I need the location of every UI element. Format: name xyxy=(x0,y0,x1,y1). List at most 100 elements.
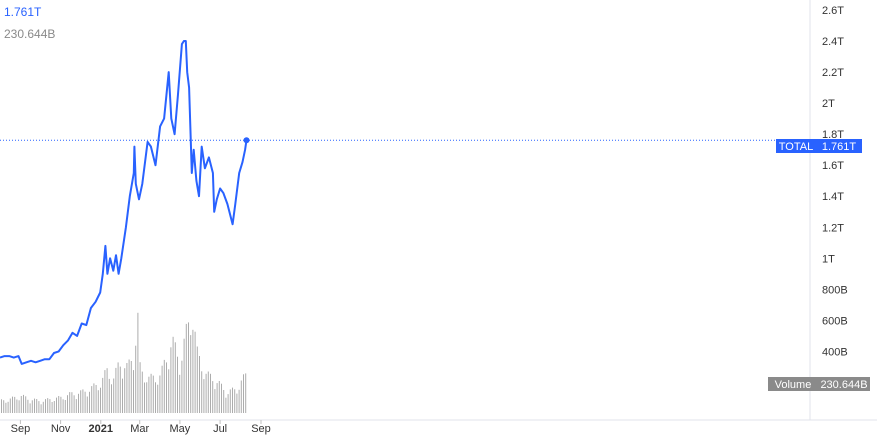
volume-bar xyxy=(212,381,214,413)
volume-bar xyxy=(12,396,13,413)
x-tick-label: Sep xyxy=(11,423,31,435)
volume-bar xyxy=(104,370,106,413)
volume-bar xyxy=(100,387,101,413)
volume-bar xyxy=(221,383,222,413)
volume-bar xyxy=(161,365,163,413)
volume-bar xyxy=(53,401,55,413)
y-tick-label: 800B xyxy=(822,284,848,296)
volume-bar xyxy=(111,384,112,413)
series-line-total xyxy=(0,40,248,365)
volume-bar xyxy=(155,382,156,413)
volume-bar xyxy=(5,402,7,413)
y-tick-label: 1T xyxy=(822,253,835,265)
volume-bar xyxy=(25,396,27,413)
volume-bar xyxy=(49,399,51,413)
volume-bar xyxy=(117,362,119,413)
volume-bar xyxy=(9,398,11,413)
volume-bar xyxy=(75,399,77,413)
volume-value-label: 230.644B xyxy=(4,27,56,41)
y-tick-label: 1.8T xyxy=(822,129,844,141)
y-tick-label: 1.2T xyxy=(822,222,844,234)
volume-bar xyxy=(27,399,29,413)
volume-bar xyxy=(192,329,194,413)
volume-bar xyxy=(80,390,82,413)
volume-bar xyxy=(168,369,170,413)
volume-bar xyxy=(89,391,90,413)
volume-bar xyxy=(223,390,225,413)
volume-bar xyxy=(130,361,132,413)
volume-bar xyxy=(240,380,242,413)
volume-bar xyxy=(201,371,203,413)
x-tick-label: May xyxy=(170,423,191,435)
volume-bar xyxy=(71,392,73,413)
volume-bar xyxy=(177,356,178,413)
volume-bar xyxy=(207,371,209,413)
volume-bar xyxy=(159,375,161,413)
volume-bar xyxy=(144,382,145,413)
volume-bar xyxy=(58,396,60,413)
volume-bar xyxy=(214,389,216,413)
volume-bar xyxy=(23,394,24,413)
volume-bar xyxy=(152,375,154,413)
volume-bar xyxy=(84,391,86,413)
volume-bar xyxy=(245,373,247,413)
volume-bar xyxy=(67,395,68,413)
volume-bar xyxy=(60,396,62,413)
y-tick-label: 2.6T xyxy=(822,5,844,17)
volume-bar xyxy=(102,377,104,413)
volume-bar xyxy=(3,400,5,413)
volume-bar xyxy=(86,396,88,413)
volume-bar xyxy=(45,399,46,413)
volume-bar xyxy=(108,378,110,413)
volume-bar xyxy=(146,382,148,413)
volume-bar xyxy=(179,374,181,413)
x-tick-label: Jul xyxy=(213,423,227,435)
volume-bar xyxy=(172,336,174,413)
volume-bar xyxy=(163,359,165,413)
volume-bar xyxy=(148,376,150,413)
volume-bar xyxy=(232,387,233,413)
x-tick-label: Mar xyxy=(130,423,149,435)
volume-price-tag: Volume 230.644B xyxy=(768,377,870,391)
volume-bar xyxy=(91,386,93,413)
last-point-marker xyxy=(243,137,250,144)
volume-bar xyxy=(157,384,159,413)
volume-bar xyxy=(36,399,38,413)
volume-bar xyxy=(194,331,196,413)
volume-bar xyxy=(218,381,220,413)
y-tick-label: 2T xyxy=(822,98,835,110)
volume-bar xyxy=(199,356,200,413)
volume-bar xyxy=(128,359,130,413)
volume-bar xyxy=(234,389,236,413)
volume-bars xyxy=(1,312,247,413)
volume-bar xyxy=(181,360,183,413)
x-tick-label: 2021 xyxy=(89,423,113,435)
volume-bar xyxy=(210,373,211,413)
volume-tag-name: Volume xyxy=(775,379,812,391)
volume-bar xyxy=(203,379,205,413)
volume-bar xyxy=(119,366,121,413)
y-tick-label: 1.6T xyxy=(822,160,844,172)
volume-bar xyxy=(170,347,172,413)
volume-bar xyxy=(166,362,167,413)
volume-bar xyxy=(78,393,79,413)
total-tag-name: TOTAL xyxy=(779,141,813,153)
volume-bar xyxy=(229,389,231,413)
volume-bar xyxy=(185,323,187,413)
volume-bar xyxy=(135,345,137,413)
volume-bar xyxy=(51,402,53,413)
volume-bar xyxy=(56,397,57,413)
volume-bar xyxy=(225,397,227,413)
volume-bar xyxy=(139,362,141,413)
volume-bar xyxy=(205,373,207,413)
y-tick-label: 600B xyxy=(822,315,848,327)
y-axis: 2.6T 2.4T 2.2T 2T 1.8T 1.6T 1.4T 1.2T 1T 800B 600B… xyxy=(822,5,848,390)
volume-bar xyxy=(82,389,84,413)
volume-bar xyxy=(115,367,117,413)
volume-bar xyxy=(126,363,128,413)
volume-bar xyxy=(183,338,185,413)
volume-bar xyxy=(150,373,152,413)
volume-bar xyxy=(1,399,2,413)
total-price-tag: TOTAL 1.761T xyxy=(776,139,862,153)
